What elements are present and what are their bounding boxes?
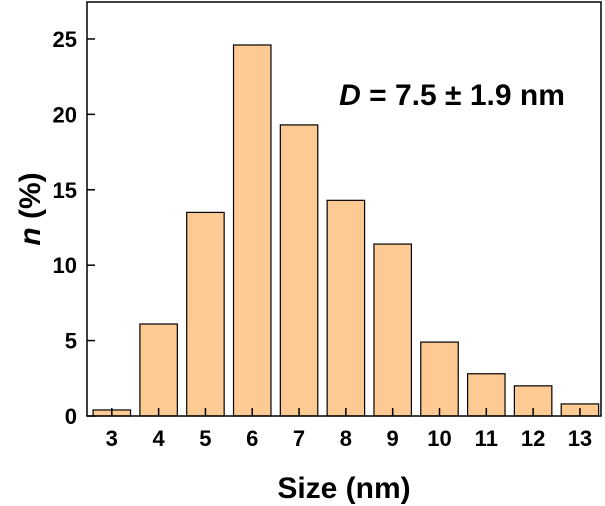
bar xyxy=(420,341,459,417)
x-tick-label: 7 xyxy=(293,426,305,451)
x-tick-label: 3 xyxy=(106,426,118,451)
y-axis-text: (%) xyxy=(14,172,47,227)
bar xyxy=(326,199,366,417)
y-tick-label: 15 xyxy=(53,178,77,203)
y-tick-label: 25 xyxy=(53,27,77,52)
x-tick-label: 6 xyxy=(246,426,258,451)
annotation-text: = 7.5 ± 1.9 nm xyxy=(361,79,565,112)
plot-frame xyxy=(86,1,602,417)
y-tick-label: 20 xyxy=(53,102,77,127)
x-tick-label: 12 xyxy=(521,426,545,451)
annotation: D = 7.5 ± 1.9 nm xyxy=(339,79,565,112)
annotation-symbol: D xyxy=(339,79,361,112)
x-tick-label: 10 xyxy=(427,426,451,451)
x-tick-label: 11 xyxy=(475,426,498,451)
bar xyxy=(139,323,178,417)
y-tick-label: 5 xyxy=(65,329,77,354)
bar xyxy=(186,211,225,417)
x-tick-label: 13 xyxy=(568,426,592,451)
y-tick-label: 0 xyxy=(65,404,77,429)
x-tick-label: 8 xyxy=(340,426,352,451)
x-tick-label: 4 xyxy=(152,426,165,451)
y-tick-label: 10 xyxy=(53,253,77,278)
bar xyxy=(232,44,272,417)
bar xyxy=(466,373,506,417)
x-axis-label: Size (nm) xyxy=(277,472,410,505)
y-axis-symbol: n xyxy=(14,227,47,245)
bar xyxy=(279,124,319,417)
y-axis-label: n (%) xyxy=(14,172,47,245)
bar xyxy=(373,243,413,417)
x-tick-label: 5 xyxy=(199,426,211,451)
x-tick-label: 9 xyxy=(387,426,399,451)
